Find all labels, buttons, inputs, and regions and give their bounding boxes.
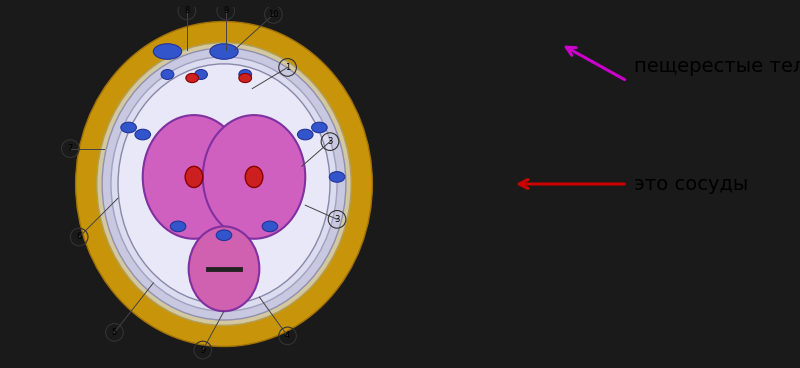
Ellipse shape: [216, 230, 232, 241]
Ellipse shape: [142, 115, 245, 239]
Ellipse shape: [330, 171, 345, 182]
Text: 9: 9: [200, 346, 206, 354]
Ellipse shape: [135, 129, 150, 140]
Text: 8: 8: [184, 6, 190, 15]
Text: 4: 4: [285, 332, 290, 340]
Ellipse shape: [186, 74, 198, 82]
Ellipse shape: [170, 221, 186, 232]
Ellipse shape: [111, 57, 337, 311]
Ellipse shape: [102, 48, 346, 320]
Ellipse shape: [194, 70, 207, 79]
Text: 6: 6: [77, 233, 82, 241]
Ellipse shape: [203, 115, 306, 239]
Ellipse shape: [97, 43, 351, 325]
Text: 3: 3: [327, 137, 333, 146]
Ellipse shape: [262, 221, 278, 232]
Ellipse shape: [76, 21, 372, 347]
Ellipse shape: [121, 122, 136, 133]
Ellipse shape: [239, 74, 251, 82]
Text: пещерестые тела: пещерестые тела: [634, 57, 800, 76]
Ellipse shape: [161, 70, 174, 79]
Text: 10: 10: [268, 10, 278, 19]
Ellipse shape: [189, 226, 259, 311]
Ellipse shape: [298, 129, 313, 140]
Text: 5: 5: [112, 328, 117, 337]
Ellipse shape: [210, 44, 238, 59]
Ellipse shape: [185, 166, 203, 188]
Text: 3: 3: [334, 215, 340, 224]
Ellipse shape: [154, 44, 182, 59]
Ellipse shape: [118, 64, 330, 304]
Text: 7: 7: [68, 144, 73, 153]
Text: 9: 9: [223, 6, 228, 15]
Text: это сосуды: это сосуды: [634, 174, 749, 194]
Ellipse shape: [239, 70, 251, 79]
Text: 1: 1: [285, 63, 290, 72]
Ellipse shape: [245, 166, 263, 188]
Ellipse shape: [312, 122, 327, 133]
